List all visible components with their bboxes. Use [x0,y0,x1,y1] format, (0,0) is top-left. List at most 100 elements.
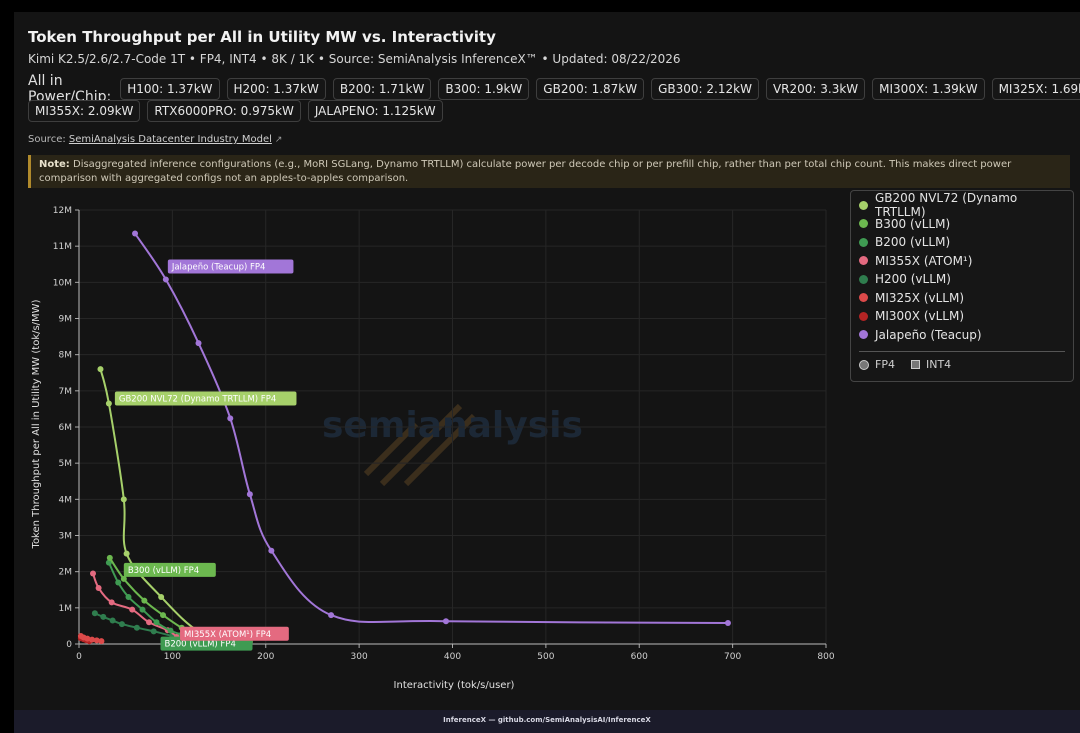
y-axis-label: Token Throughput per All in Utility MW (… [31,299,42,549]
scatter-line-chart: semianalysis 0 1M 2M 3M 4M 5M 6M 7M 8M 9M 10M 11M 12… [31,206,835,691]
data-point[interactable] [227,415,234,422]
power-chips-row-2: MI355X: 2.09kW RTX6000PRO: 0.975kW JALAPEN… [28,100,443,122]
data-point[interactable] [125,593,132,600]
power-chip: GB300: 2.12kW [651,78,759,100]
power-chip: JALAPENO: 1.125kW [307,100,443,122]
data-point[interactable] [108,599,115,606]
y-tick-label: 3M [59,532,73,542]
y-tick-label: 7M [59,387,73,397]
x-axis-label: Interactivity (tok/s/user) [394,680,515,691]
legend-swatch [859,311,868,321]
data-point[interactable] [132,230,139,237]
watermark-suffix: analysis [418,405,583,446]
data-point[interactable] [160,612,167,619]
data-point[interactable] [95,584,102,591]
legend-swatch [859,237,868,247]
data-point[interactable] [133,624,140,631]
series-line[interactable] [134,232,729,624]
data-point[interactable] [123,550,130,557]
series-label-text: B300 (vLLM) FP4 [128,566,199,576]
data-point[interactable] [105,559,112,566]
legend-item[interactable]: MI355X (ATOM¹) [859,252,1065,271]
data-point[interactable] [118,621,125,628]
data-point[interactable] [90,570,97,577]
data-point[interactable] [91,610,98,617]
data-point[interactable] [328,612,335,619]
data-point[interactable] [146,619,153,626]
data-point[interactable] [139,606,146,613]
data-point[interactable] [100,613,107,620]
watermark-prefix: semi [322,405,418,446]
x-tick-label: 500 [537,652,554,662]
x-tick-label: 300 [351,652,368,662]
data-point[interactable] [89,636,96,643]
power-chip: H200: 1.37kW [226,78,326,100]
data-point[interactable] [98,638,105,645]
data-point[interactable] [106,554,113,561]
y-tick-label: 5M [59,459,73,469]
external-link-icon[interactable]: ↗ [274,135,283,145]
data-point[interactable] [162,276,169,283]
legend-swatch [859,219,868,229]
legend-item[interactable]: B200 (vLLM) [859,233,1065,252]
data-point[interactable] [158,593,165,600]
grid [78,209,827,645]
data-point[interactable] [93,637,100,644]
series-label-text: Jalapeño (Teacup) FP4 [171,262,266,272]
legend-label: MI355X (ATOM¹) [875,253,973,268]
svg-text:semianalysis: semianalysis [322,405,583,446]
data-point[interactable] [442,618,449,625]
data-point[interactable] [167,627,174,634]
legend-item[interactable]: GB200 NVL72 (Dynamo TRTLLM) [859,191,1065,219]
legend-item[interactable]: MI325X (vLLM) [859,289,1065,308]
legend-label: B300 (vLLM) [875,216,951,231]
data-point[interactable] [150,628,157,635]
y-tick-label: 1M [59,604,73,614]
data-point[interactable] [115,579,122,586]
legend-shape-fp4[interactable]: FP4 [875,358,895,371]
legend-label: MI325X (vLLM) [875,290,965,305]
data-point[interactable] [120,496,127,503]
data-point[interactable] [120,575,127,582]
legend-item[interactable]: Jalapeño (Teacup) [859,326,1065,345]
y-tick-label: 6M [59,423,73,433]
power-chip: B200: 1.71kW [332,78,432,100]
data-point[interactable] [195,340,202,347]
legend-item[interactable]: H200 (vLLM) [859,270,1065,289]
x-tick-label: 800 [817,652,834,662]
power-chip: GB200: 1.87kW [536,78,645,100]
data-point[interactable] [153,619,160,626]
x-tick-label: 100 [164,652,181,662]
series-label-bg [180,626,289,641]
data-point[interactable] [109,617,116,624]
legend-item[interactable]: B300 (vLLM) [859,215,1065,234]
data-point[interactable] [268,547,275,554]
source-link[interactable]: SemiAnalysis Datacenter Industry Model [68,134,272,145]
power-chip: H100: 1.37kW [120,78,220,100]
source-line: Source: SemiAnalysis Datacenter Industry… [28,134,282,145]
series-labels-layer: GB200 NVL72 (Dynamo TRTLLM) FP4 B300 (vLL… [114,259,297,651]
data-point[interactable] [724,620,731,627]
y-tick-label: 12M [53,206,72,216]
legend-swatch [859,256,868,266]
series-label-bg [167,259,294,274]
series-label: MI355X (ATOM¹) FP4 [180,626,289,641]
legend-label: B200 (vLLM) [875,235,951,250]
chart-panel: Token Throughput per All in Utility MW v… [14,12,1080,733]
series-label-text: MI355X (ATOM¹) FP4 [184,630,271,640]
y-tick-label: 0 [66,640,72,650]
data-point[interactable] [129,606,136,613]
legend-shape-int4[interactable]: INT4 [925,358,952,371]
data-point[interactable] [97,366,104,373]
series-label: B300 (vLLM) FP4 [123,562,216,577]
footer: InferenceX — github.com/SemiAnalysisAI/I… [14,710,1080,733]
legend-item[interactable]: MI300X (vLLM) [859,307,1065,326]
legend-label: MI300X (vLLM) [875,309,965,324]
watermark-stripe [379,403,463,487]
data-point[interactable] [105,400,112,407]
data-point[interactable] [84,635,91,642]
y-tick-label: 2M [59,568,73,578]
legend-swatch [859,330,868,340]
data-point[interactable] [246,491,253,498]
data-point[interactable] [141,597,148,604]
